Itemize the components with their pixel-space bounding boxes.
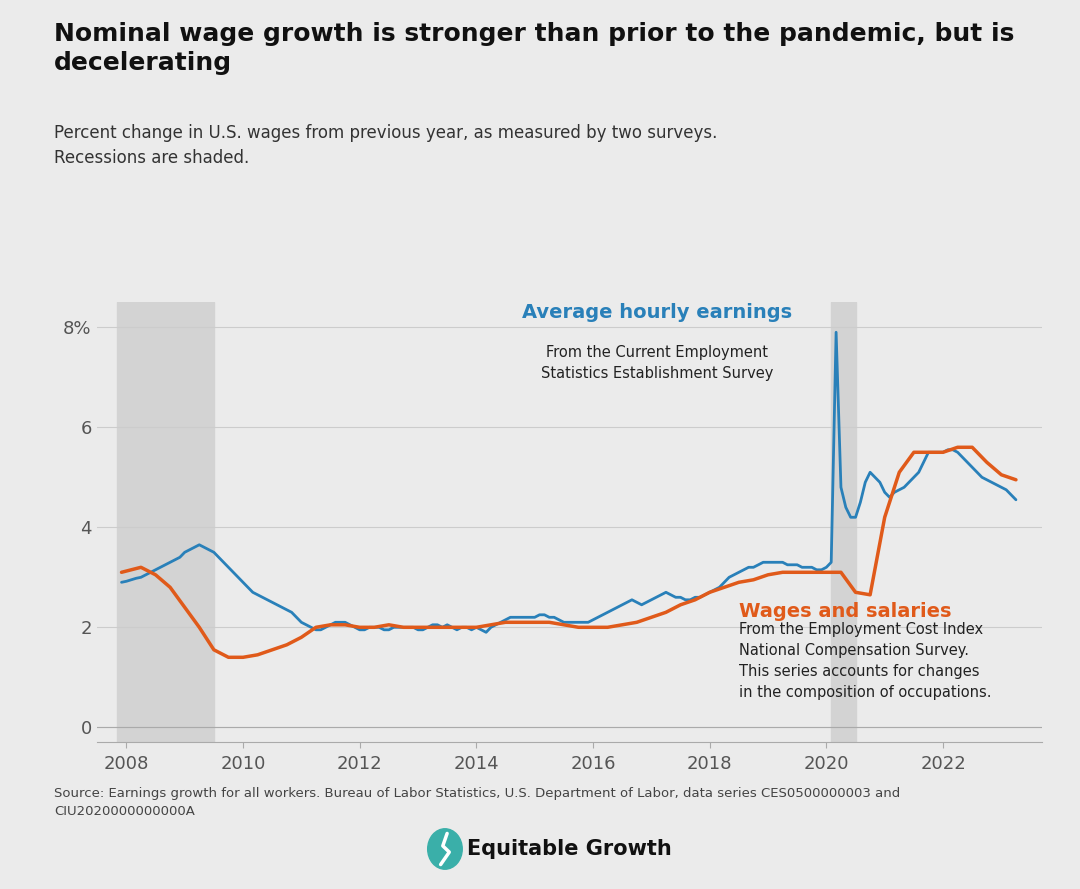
Text: Percent change in U.S. wages from previous year, as measured by two surveys.
Rec: Percent change in U.S. wages from previo… [54, 124, 717, 167]
Text: Source: Earnings growth for all workers. Bureau of Labor Statistics, U.S. Depart: Source: Earnings growth for all workers.… [54, 787, 901, 818]
Text: From the Employment Cost Index
National Compensation Survey.
This series account: From the Employment Cost Index National … [739, 622, 991, 701]
Text: From the Current Employment
Statistics Establishment Survey: From the Current Employment Statistics E… [541, 345, 773, 380]
Text: Average hourly earnings: Average hourly earnings [522, 303, 793, 323]
Ellipse shape [428, 829, 462, 869]
Bar [832, 302, 855, 742]
Text: Wages and salaries: Wages and salaries [739, 603, 951, 621]
Bar [117, 302, 214, 742]
Text: Equitable Growth: Equitable Growth [467, 839, 672, 859]
Text: Nominal wage growth is stronger than prior to the pandemic, but is
decelerating: Nominal wage growth is stronger than pri… [54, 22, 1014, 75]
